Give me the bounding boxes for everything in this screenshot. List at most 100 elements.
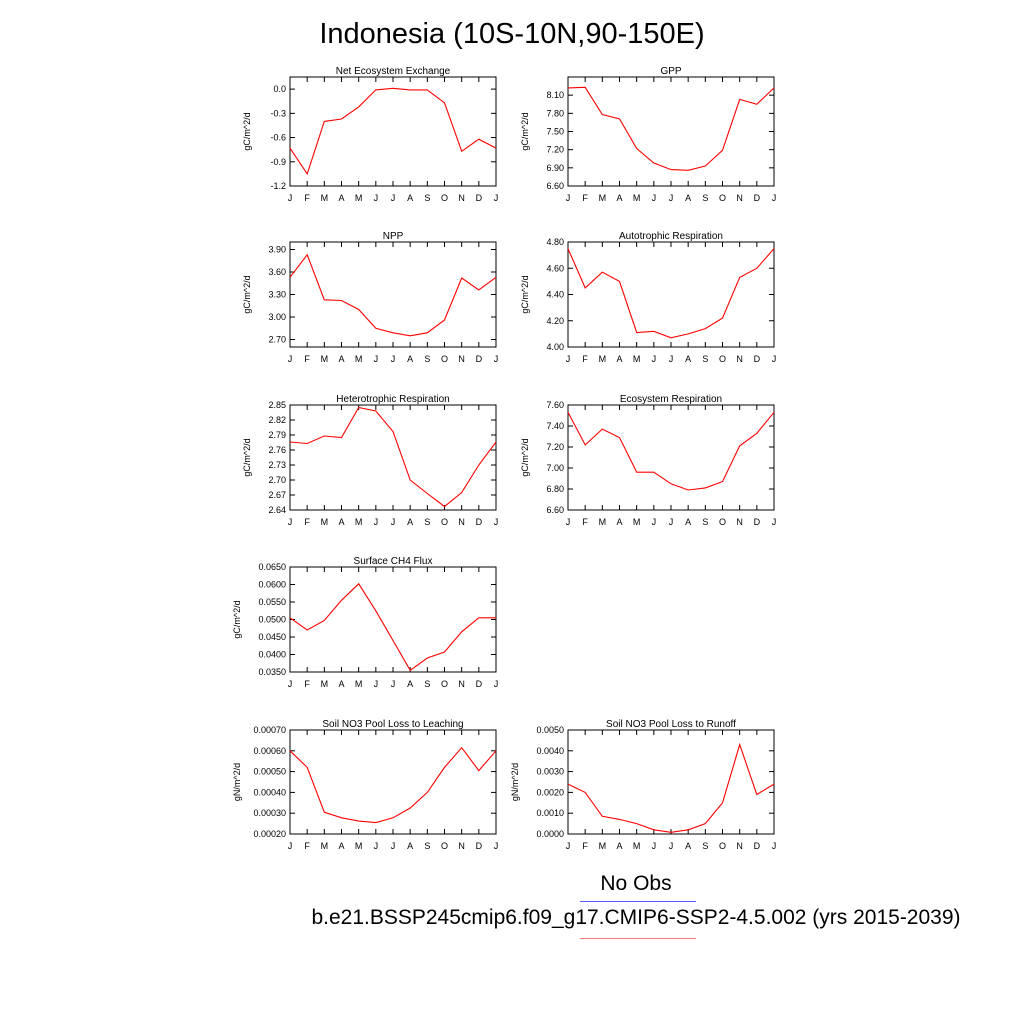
- x-tick-label: O: [719, 354, 726, 364]
- y-tick-label: 3.60: [268, 267, 286, 277]
- x-tick-label: J: [772, 517, 777, 527]
- plot-frame: [567, 729, 775, 835]
- x-tick-label: J: [652, 193, 657, 203]
- y-tick-label: 6.90: [546, 163, 564, 173]
- x-tick-label: M: [633, 354, 641, 364]
- y-tick-label: 4.40: [546, 290, 564, 300]
- y-axis-label: gN/m^2/d: [510, 763, 520, 801]
- x-tick-label: M: [599, 193, 607, 203]
- x-tick-label: F: [304, 517, 310, 527]
- x-tick-label: J: [772, 841, 777, 851]
- x-tick-label: S: [702, 354, 708, 364]
- x-tick-label: O: [441, 354, 448, 364]
- x-tick-label: F: [304, 193, 310, 203]
- x-tick-label: M: [355, 679, 363, 689]
- y-tick-label: -0.9: [270, 157, 286, 167]
- x-tick-label: A: [338, 354, 344, 364]
- x-tick-label: M: [355, 354, 363, 364]
- y-tick-label: 0.0400: [258, 650, 286, 660]
- y-tick-label: 0.0010: [536, 808, 564, 818]
- x-tick-label: F: [582, 517, 588, 527]
- y-axis-label: gC/m^2/d: [520, 438, 530, 476]
- y-tick-label: 2.76: [268, 445, 286, 455]
- x-tick-label: J: [391, 517, 396, 527]
- y-tick-label: 0.0030: [536, 767, 564, 777]
- x-tick-label: J: [374, 841, 379, 851]
- y-tick-label: 2.70: [268, 475, 286, 485]
- y-tick-label: 7.20: [546, 442, 564, 452]
- x-tick-label: J: [669, 354, 674, 364]
- x-tick-label: J: [494, 679, 499, 689]
- y-tick-label: 7.40: [546, 421, 564, 431]
- legend-case-line: [580, 938, 696, 939]
- x-tick-label: M: [321, 679, 329, 689]
- y-tick-label: 2.67: [268, 490, 286, 500]
- plot-frame: [289, 241, 497, 348]
- y-tick-label: 0.0: [273, 84, 286, 94]
- plot-frame: [289, 404, 497, 511]
- panel-title: NPP: [383, 231, 404, 242]
- y-tick-label: 6.60: [546, 181, 564, 191]
- x-tick-label: S: [702, 841, 708, 851]
- x-tick-label: D: [476, 517, 483, 527]
- x-tick-label: D: [476, 841, 483, 851]
- plot-frame: [567, 241, 775, 348]
- y-tick-label: 6.60: [546, 505, 564, 515]
- y-tick-label: 0.0500: [258, 615, 286, 625]
- x-tick-label: J: [669, 841, 674, 851]
- y-tick-label: 0.0050: [536, 725, 564, 735]
- y-tick-label: 4.00: [546, 342, 564, 352]
- y-tick-label: 3.90: [268, 245, 286, 255]
- y-tick-label: 0.0350: [258, 667, 286, 677]
- panel-title: Heterotrophic Respiration: [336, 394, 449, 405]
- x-tick-label: J: [391, 679, 396, 689]
- x-tick-label: A: [407, 679, 413, 689]
- y-tick-label: 0.00050: [253, 767, 286, 777]
- x-tick-label: M: [355, 517, 363, 527]
- x-tick-label: J: [669, 193, 674, 203]
- x-tick-label: J: [652, 354, 657, 364]
- x-tick-label: J: [391, 841, 396, 851]
- figure-title: Indonesia (10S-10N,90-150E): [319, 18, 705, 50]
- y-tick-label: 2.73: [268, 460, 286, 470]
- x-tick-label: A: [338, 679, 344, 689]
- x-tick-label: D: [476, 354, 483, 364]
- x-tick-label: J: [566, 841, 571, 851]
- x-tick-label: S: [424, 679, 430, 689]
- x-tick-label: J: [772, 354, 777, 364]
- x-tick-label: A: [616, 841, 622, 851]
- x-tick-label: N: [736, 841, 743, 851]
- y-tick-label: 0.0450: [258, 632, 286, 642]
- y-axis-label: gC/m^2/d: [242, 112, 252, 150]
- x-tick-label: J: [566, 354, 571, 364]
- x-tick-label: A: [338, 193, 344, 203]
- y-tick-label: 0.00020: [253, 829, 286, 839]
- y-tick-label: -0.3: [270, 108, 286, 118]
- y-tick-label: 3.30: [268, 290, 286, 300]
- x-tick-label: D: [754, 354, 761, 364]
- x-tick-label: S: [424, 193, 430, 203]
- x-tick-label: M: [599, 841, 607, 851]
- series-line: [567, 248, 775, 339]
- y-tick-label: 7.50: [546, 127, 564, 137]
- y-tick-label: 0.0040: [536, 746, 564, 756]
- x-tick-label: A: [407, 354, 413, 364]
- y-tick-label: 0.0600: [258, 580, 286, 590]
- x-tick-label: A: [616, 193, 622, 203]
- plot-frame: [289, 729, 497, 835]
- x-tick-label: N: [736, 193, 743, 203]
- y-tick-label: 4.20: [546, 316, 564, 326]
- x-tick-label: J: [374, 517, 379, 527]
- x-tick-label: A: [407, 517, 413, 527]
- x-tick-label: J: [391, 354, 396, 364]
- y-tick-label: -0.6: [270, 133, 286, 143]
- y-tick-label: 4.60: [546, 263, 564, 273]
- y-tick-label: -1.2: [270, 181, 286, 191]
- x-tick-label: S: [424, 517, 430, 527]
- x-tick-label: J: [566, 193, 571, 203]
- y-tick-label: 0.0650: [258, 562, 286, 572]
